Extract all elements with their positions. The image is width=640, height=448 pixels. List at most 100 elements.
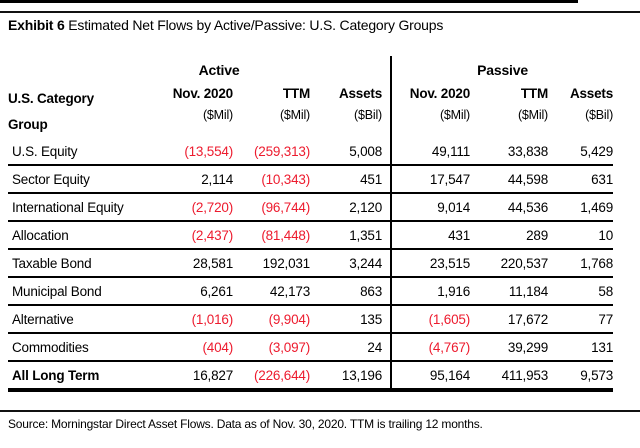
spacer-cell (8, 56, 138, 84)
category-cell: Commodities (8, 333, 138, 362)
value-cell: 289 (470, 221, 548, 250)
table-row: Commodities (404) (3,097) 24 (4,767) 39,… (8, 333, 613, 362)
group-header-passive: Passive (477, 62, 528, 78)
column-unit: ($Mil) (517, 108, 549, 122)
exhibit-label: Exhibit 6 (8, 17, 65, 33)
value-cell: 135 (310, 305, 393, 334)
value-cell: 10 (548, 221, 613, 250)
column-header-passive-assets: Assets ($Bil) (548, 84, 613, 138)
category-cell: Allocation (8, 221, 138, 250)
value-cell: (3,097) (233, 333, 310, 362)
value-cell: (1,016) (138, 305, 233, 334)
column-label: Assets (338, 86, 383, 101)
value-cell: 49,111 (391, 138, 470, 166)
column-header-active-nov2020: Nov. 2020 ($Mil) (138, 84, 233, 138)
category-cell: International Equity (8, 193, 138, 222)
column-header-passive-nov2020: Nov. 2020 ($Mil) (391, 84, 470, 138)
category-cell: U.S. Equity (8, 138, 138, 166)
category-header-line2: Group (8, 117, 48, 132)
value-cell: 16,827 (138, 361, 233, 392)
value-cell: 411,953 (470, 361, 548, 392)
column-header-active-ttm: TTM ($Mil) (233, 84, 310, 138)
footer-divider-rule (0, 410, 640, 412)
column-unit: ($Mil) (202, 108, 233, 122)
table-row: International Equity (2,720) (96,744) 2,… (8, 193, 613, 222)
category-cell: Municipal Bond (8, 277, 138, 306)
value-cell: 6,261 (138, 277, 233, 306)
value-cell: (226,644) (233, 361, 310, 392)
value-cell: (4,767) (391, 333, 470, 362)
value-cell: 77 (548, 305, 613, 334)
value-cell: 39,299 (470, 333, 548, 362)
value-cell: 5,008 (310, 138, 393, 166)
value-cell: (259,313) (233, 138, 310, 166)
table-row: U.S. Equity (13,554) (259,313) 5,008 49,… (8, 138, 613, 166)
top-divider-rule (0, 11, 640, 13)
value-cell: 1,469 (548, 193, 613, 222)
value-cell: 1,351 (310, 221, 393, 250)
category-cell: Alternative (8, 305, 138, 334)
column-header-active-assets: Assets ($Bil) (310, 84, 393, 138)
category-header-line1: U.S. Category (8, 91, 94, 106)
value-cell: 58 (548, 277, 613, 306)
category-header-lines: U.S. Category Group (8, 84, 138, 138)
value-cell: (81,448) (233, 221, 310, 250)
value-cell: 3,244 (310, 249, 393, 278)
value-cell: 2,114 (138, 165, 233, 194)
table-row: Municipal Bond 6,261 42,173 863 1,916 11… (8, 277, 613, 306)
group-header-row: Active Passive (8, 56, 613, 84)
net-flows-table: Active Passive U.S. Category Group Nov. … (8, 56, 613, 392)
value-cell: 28,581 (138, 249, 233, 278)
value-cell: 131 (548, 333, 613, 362)
exhibit-title-text: Estimated Net Flows by Active/Passive: U… (68, 17, 444, 33)
value-cell: (96,744) (233, 193, 310, 222)
category-cell: Taxable Bond (8, 249, 138, 278)
table-row: Alternative (1,016) (9,904) 135 (1,605) … (8, 305, 613, 334)
table-row-total: All Long Term 16,827 (226,644) 13,196 95… (8, 361, 613, 392)
table-row: Taxable Bond 28,581 192,031 3,244 23,515… (8, 249, 613, 278)
value-cell: 451 (310, 165, 393, 194)
source-note: Source: Morningstar Direct Asset Flows. … (8, 417, 483, 431)
category-cell: Sector Equity (8, 165, 138, 194)
table-row: Sector Equity 2,114 (10,343) 451 17,547 … (8, 165, 613, 194)
value-cell: 44,598 (470, 165, 548, 194)
value-cell: 13,196 (310, 361, 393, 392)
column-label: TTM (282, 86, 310, 101)
value-cell: 2,120 (310, 193, 393, 222)
table-body: U.S. Equity (13,554) (259,313) 5,008 49,… (8, 138, 613, 392)
value-cell: 9,573 (548, 361, 613, 392)
value-cell: (9,904) (233, 305, 310, 334)
value-cell: 631 (548, 165, 613, 194)
value-cell: 17,672 (470, 305, 548, 334)
category-column-header: U.S. Category Group (8, 84, 138, 138)
column-unit: ($Bil) (354, 108, 383, 122)
column-label: Assets (569, 86, 614, 101)
value-cell: 44,536 (470, 193, 548, 222)
column-label: Nov. 2020 (172, 86, 233, 101)
value-cell: 24 (310, 333, 393, 362)
column-header-row: U.S. Category Group Nov. 2020 ($Mil) TTM… (8, 84, 613, 138)
value-cell: 863 (310, 277, 393, 306)
value-cell: 42,173 (233, 277, 310, 306)
value-cell: 1,768 (548, 249, 613, 278)
table-row: Allocation (2,437) (81,448) 1,351 431 28… (8, 221, 613, 250)
value-cell: 431 (391, 221, 470, 250)
top-accent-bar (0, 0, 578, 3)
value-cell: (1,605) (391, 305, 470, 334)
value-cell: (2,437) (138, 221, 233, 250)
value-cell: (404) (138, 333, 233, 362)
value-cell: 33,838 (470, 138, 548, 166)
value-cell: 220,537 (470, 249, 548, 278)
column-label: Nov. 2020 (409, 86, 471, 101)
value-cell: 23,515 (391, 249, 470, 278)
value-cell: (2,720) (138, 193, 233, 222)
value-cell: 1,916 (391, 277, 470, 306)
exhibit-title: Exhibit 6 Estimated Net Flows by Active/… (8, 17, 443, 33)
category-cell: All Long Term (8, 361, 138, 392)
column-label: TTM (520, 86, 549, 101)
column-unit: ($Bil) (585, 108, 614, 122)
value-cell: (10,343) (233, 165, 310, 194)
table-header: Active Passive U.S. Category Group Nov. … (8, 56, 613, 138)
column-header-passive-ttm: TTM ($Mil) (470, 84, 548, 138)
